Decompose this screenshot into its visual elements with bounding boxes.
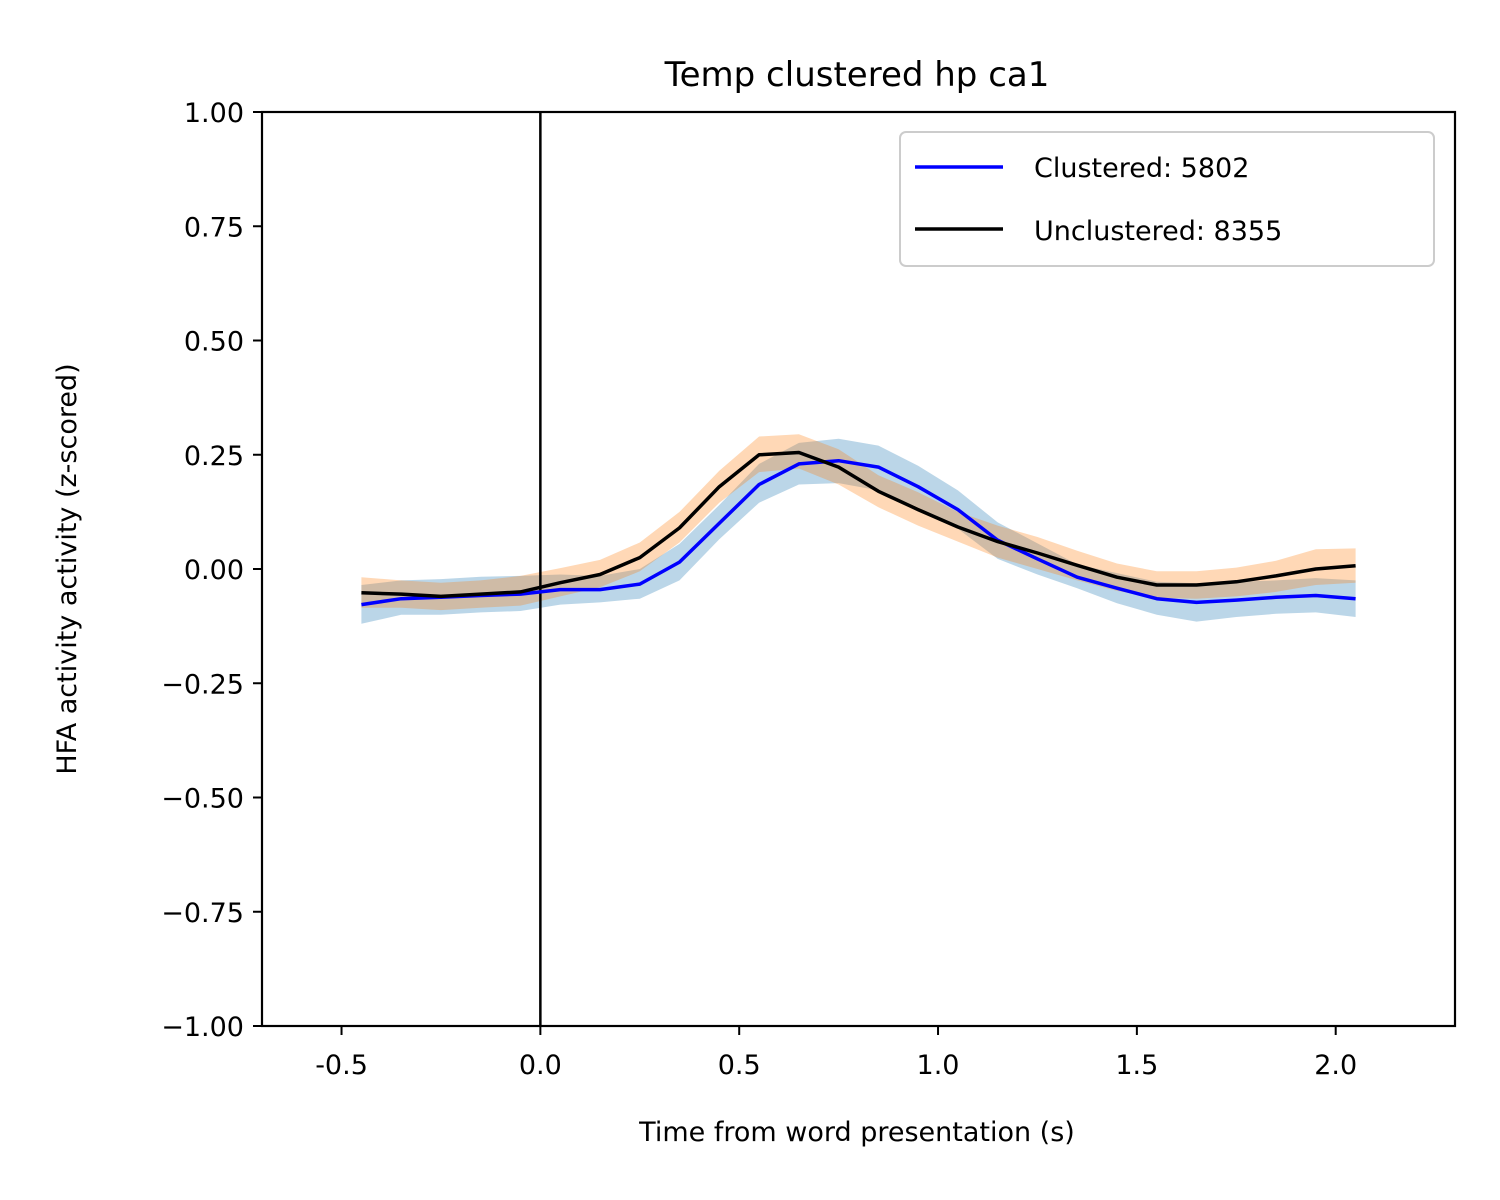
y-tick-label: −1.00 xyxy=(161,1012,244,1043)
legend-label-clustered: Clustered: 5802 xyxy=(1034,153,1249,184)
y-tick-label: 0.25 xyxy=(184,441,244,472)
band-unclustered xyxy=(361,434,1356,611)
x-tick-label: 1.0 xyxy=(917,1050,960,1081)
series-lines xyxy=(361,450,1356,607)
y-axis-label: HFA activity activity (z-scored) xyxy=(52,363,83,774)
y-tick-label: 0.50 xyxy=(184,327,244,358)
series-line-clustered xyxy=(361,458,1356,607)
legend: Clustered: 5802 Unclustered: 8355 xyxy=(899,131,1435,267)
y-tick-label: 1.00 xyxy=(184,98,244,129)
x-tick-label: 0.5 xyxy=(718,1050,761,1081)
x-tick-label: 2.0 xyxy=(1314,1050,1357,1081)
x-tick-label: 1.5 xyxy=(1115,1050,1158,1081)
confidence-bands xyxy=(361,434,1356,624)
legend-box xyxy=(899,131,1435,267)
y-tick-label: 0.75 xyxy=(184,212,244,243)
y-tick-label: −0.25 xyxy=(161,669,244,700)
y-tick-label: −0.75 xyxy=(161,898,244,929)
x-tick-label: -0.5 xyxy=(315,1050,368,1081)
chart-title: Temp clustered hp ca1 xyxy=(664,55,1050,95)
y-axis-ticks: 1.00 0.75 0.50 0.25 0.00 −0.25 −0.50 −0.75 −1.00 xyxy=(161,98,262,1043)
series-line-unclustered xyxy=(361,450,1356,599)
legend-label-unclustered: Unclustered: 8355 xyxy=(1034,216,1282,247)
y-tick-label: 0.00 xyxy=(184,555,244,586)
band-clustered xyxy=(361,438,1356,624)
x-axis-label: Time from word presentation (s) xyxy=(638,1117,1075,1148)
x-tick-label: 0.0 xyxy=(519,1050,562,1081)
y-tick-label: −0.50 xyxy=(161,784,244,815)
x-axis-ticks: -0.5 0.0 0.5 1.0 1.5 2.0 xyxy=(315,1026,1357,1081)
